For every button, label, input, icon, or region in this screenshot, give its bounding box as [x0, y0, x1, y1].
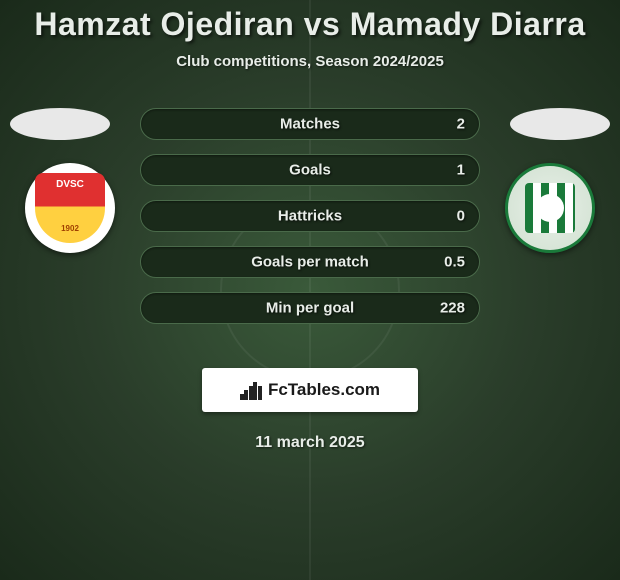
club-badge-left-shield: DVSC 1902: [35, 173, 105, 243]
club-badge-left-label: DVSC: [56, 179, 84, 190]
stat-row: Hattricks 0: [140, 200, 480, 232]
stat-value-right: 1: [457, 162, 465, 179]
stat-label: Min per goal: [266, 300, 354, 317]
flag-left-half-r: [60, 108, 110, 140]
stat-row: Min per goal 228: [140, 292, 480, 324]
stat-label: Goals: [289, 162, 331, 179]
barchart-icon: [240, 380, 262, 400]
page-subtitle: Club competitions, Season 2024/2025: [0, 53, 620, 70]
stat-bars: Matches 2 Goals 1 Hattricks 0 Goals per match 0…: [140, 108, 480, 338]
stat-label: Goals per match: [251, 254, 369, 271]
flag-left: [10, 108, 110, 140]
stats-area: DVSC 1902 Matches 2 Goals 1 Hattricks 0 Goals …: [0, 108, 620, 338]
stat-value-right: 0: [457, 208, 465, 225]
stat-value-right: 2: [457, 116, 465, 133]
stat-value-right: 0.5: [444, 254, 465, 271]
club-badge-right: [505, 163, 595, 253]
flag-right: [510, 108, 610, 140]
flag-right-half-r: [560, 108, 610, 140]
flag-left-half-l: [10, 108, 60, 140]
club-badge-right-stripes: [525, 183, 575, 233]
stat-label: Hattricks: [278, 208, 342, 225]
club-badge-left-year: 1902: [61, 224, 79, 233]
stat-row: Goals per match 0.5: [140, 246, 480, 278]
brand-text: FcTables.com: [268, 380, 380, 400]
flag-right-half-l: [510, 108, 560, 140]
club-badge-left: DVSC 1902: [25, 163, 115, 253]
stat-label: Matches: [280, 116, 340, 133]
stat-row: Goals 1: [140, 154, 480, 186]
date-label: 11 march 2025: [0, 434, 620, 452]
stat-value-right: 228: [440, 300, 465, 317]
stat-row: Matches 2: [140, 108, 480, 140]
page-title: Hamzat Ojediran vs Mamady Diarra: [0, 6, 620, 43]
brand-badge[interactable]: FcTables.com: [202, 368, 418, 412]
content-wrapper: Hamzat Ojediran vs Mamady Diarra Club co…: [0, 0, 620, 452]
